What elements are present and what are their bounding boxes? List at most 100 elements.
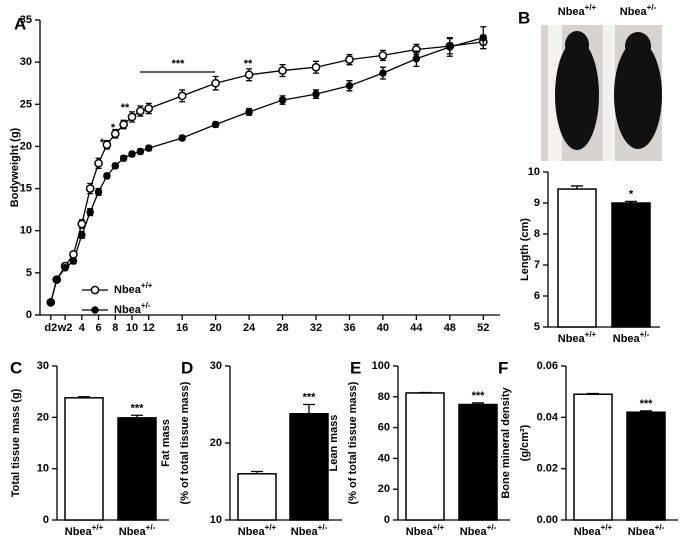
panel-letter: F bbox=[498, 359, 508, 378]
data-point bbox=[144, 104, 154, 113]
data-point bbox=[412, 55, 421, 63]
y-tick-label: 20 bbox=[20, 140, 32, 152]
y-axis-label: Bodyweight (g) bbox=[9, 127, 21, 207]
significance: *** bbox=[472, 390, 486, 402]
y-tick-label: 0.02 bbox=[537, 463, 558, 475]
data-point bbox=[379, 69, 387, 77]
data-point bbox=[69, 249, 78, 259]
bar bbox=[626, 411, 666, 521]
data-point bbox=[311, 62, 321, 72]
bar bbox=[237, 473, 277, 521]
y-tick-label: 7 bbox=[534, 259, 540, 271]
y-tick-label: 10 bbox=[528, 166, 540, 178]
data-point bbox=[77, 219, 87, 229]
x-tick-label: w2 bbox=[57, 322, 73, 334]
data-point bbox=[110, 129, 120, 139]
y-tick-label: 20 bbox=[210, 437, 222, 449]
legend-marker bbox=[91, 306, 99, 314]
y-tick-label: 25 bbox=[20, 98, 32, 110]
data-point bbox=[479, 33, 488, 42]
y-tick-label: 80 bbox=[378, 391, 390, 403]
data-point bbox=[85, 184, 95, 193]
x-tick-label: 16 bbox=[176, 322, 188, 334]
significance: * bbox=[111, 122, 116, 134]
data-point bbox=[345, 55, 354, 64]
data-point bbox=[102, 140, 112, 150]
y-tick-label: 0 bbox=[43, 514, 49, 526]
bar bbox=[64, 397, 104, 521]
y-tick-label: 0.06 bbox=[537, 360, 558, 372]
x-tick-label: 12 bbox=[143, 322, 155, 334]
bar bbox=[289, 412, 329, 521]
y-tick-label: 0.00 bbox=[537, 514, 558, 526]
data-point bbox=[52, 275, 61, 284]
data-point bbox=[86, 208, 94, 216]
bar bbox=[405, 392, 445, 521]
y-tick-label: 20 bbox=[37, 411, 49, 423]
data-point bbox=[244, 70, 254, 80]
y-axis-label: (% of total tissue mass) bbox=[347, 381, 359, 504]
x-tick-label: d2 bbox=[44, 322, 57, 334]
y-tick-label: 10 bbox=[37, 463, 49, 475]
data-point bbox=[345, 81, 354, 90]
data-point bbox=[312, 90, 320, 98]
bar bbox=[557, 188, 597, 328]
y-tick-label: 0.04 bbox=[537, 411, 559, 423]
y-axis-label: Lean mass bbox=[328, 415, 340, 472]
y-axis-label: Total tissue mass (g) bbox=[10, 388, 22, 497]
y-tick-label: 6 bbox=[534, 290, 540, 302]
panel-letter: B bbox=[518, 9, 530, 28]
significance: ** bbox=[244, 58, 253, 70]
y-tick-label: 9 bbox=[534, 197, 540, 209]
y-tick-label: 10 bbox=[20, 225, 32, 237]
y-tick-label: 35 bbox=[20, 14, 32, 26]
significance: *** bbox=[640, 398, 654, 410]
data-point bbox=[378, 51, 388, 60]
panel-letter: A bbox=[14, 15, 26, 34]
y-tick-label: 20 bbox=[378, 483, 390, 495]
data-point bbox=[178, 134, 186, 142]
data-point bbox=[119, 120, 128, 129]
x-tick-label: 32 bbox=[310, 322, 322, 334]
data-point bbox=[446, 43, 454, 51]
y-axis-label: Fat mass bbox=[160, 419, 172, 467]
y-tick-label: 30 bbox=[37, 360, 49, 372]
bar bbox=[573, 393, 613, 521]
y-tick-label: 0 bbox=[26, 309, 32, 321]
data-point bbox=[278, 96, 287, 104]
y-tick-label: 8 bbox=[534, 228, 540, 240]
mouse-photo bbox=[541, 25, 662, 161]
data-point bbox=[136, 147, 145, 156]
x-tick-label: 44 bbox=[410, 322, 423, 334]
panel-letter: C bbox=[10, 359, 22, 378]
y-tick-label: 100 bbox=[372, 360, 390, 372]
data-point bbox=[144, 144, 153, 152]
y-tick-label: 5 bbox=[26, 267, 32, 279]
data-point bbox=[119, 154, 128, 162]
data-point bbox=[69, 257, 78, 265]
data-point bbox=[61, 264, 69, 272]
x-tick-label: 40 bbox=[377, 322, 389, 334]
x-tick-label: 4 bbox=[79, 322, 86, 334]
bar bbox=[458, 403, 498, 521]
x-tick-label: 6 bbox=[95, 322, 101, 334]
y-axis-label: (g/cm²) bbox=[519, 424, 531, 461]
y-axis-label: Length (cm) bbox=[519, 218, 531, 281]
y-tick-label: 0 bbox=[384, 514, 390, 526]
x-tick-label: 20 bbox=[210, 322, 222, 334]
x-tick-label: 10 bbox=[126, 322, 138, 334]
data-point bbox=[245, 108, 253, 116]
significance: *** bbox=[131, 402, 145, 414]
significance: *** bbox=[303, 392, 317, 404]
y-axis-label: (% of total tissue mass) bbox=[179, 381, 191, 504]
legend-marker bbox=[90, 285, 100, 295]
data-point bbox=[94, 158, 103, 168]
y-tick-label: 15 bbox=[20, 183, 32, 195]
significance: ** bbox=[121, 102, 130, 114]
y-axis-label: Bone mineral density bbox=[500, 386, 512, 498]
data-point bbox=[103, 172, 111, 180]
x-tick-label: 24 bbox=[243, 322, 256, 334]
data-point bbox=[94, 188, 103, 196]
data-point bbox=[111, 162, 120, 170]
